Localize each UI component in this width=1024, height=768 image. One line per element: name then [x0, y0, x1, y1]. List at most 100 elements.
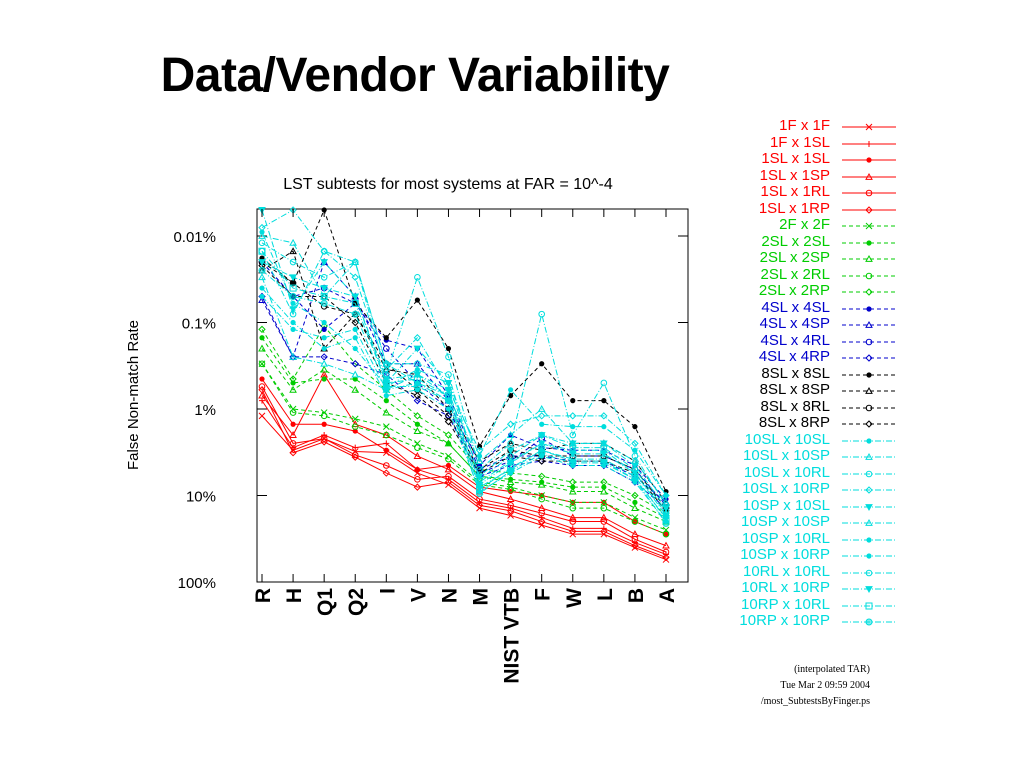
y-tick-label: 0.01%: [173, 229, 216, 246]
legend-item: 2SL x 2SP: [700, 250, 910, 267]
data-point: [384, 398, 389, 403]
legend-label: 10SP x 10SP: [741, 514, 830, 530]
data-point: [259, 335, 264, 340]
data-point: [570, 398, 575, 403]
data-point: [353, 335, 358, 340]
data-point: [477, 491, 483, 497]
legend-swatch: [840, 300, 898, 316]
legend-marker: [866, 537, 871, 542]
legend-label: 2SL x 2SP: [760, 250, 830, 266]
x-tick-label: NIST VTB: [501, 588, 524, 684]
series-layer: [259, 207, 669, 563]
legend-swatch: [840, 267, 898, 283]
data-point: [601, 398, 606, 403]
legend-label: 10SL x 10RP: [742, 481, 830, 497]
legend-item: 8SL x 8SP: [700, 382, 910, 399]
legend-item: 2SL x 2RP: [700, 283, 910, 300]
y-tick-label: 1%: [194, 402, 216, 419]
legend-label: 8SL x 8RL: [761, 399, 831, 415]
series-5: [259, 387, 669, 561]
y-axis-label: False Non-match Rate: [125, 320, 142, 470]
legend-swatch: [840, 498, 898, 514]
legend-swatch: [840, 118, 898, 134]
data-point: [445, 398, 451, 404]
data-point: [415, 274, 421, 280]
legend-swatch: [840, 151, 898, 167]
data-point: [290, 307, 296, 312]
data-point: [290, 301, 295, 306]
legend-swatch: [840, 448, 898, 464]
legend-swatch: [840, 531, 898, 547]
data-point: [322, 422, 327, 427]
legend: 1F x 1F 1F x 1SL 1SL x 1SL 1SL x 1SP 1SL x 1…: [700, 118, 910, 630]
legend-label: 4SL x 4RL: [761, 333, 831, 349]
legend-item: 10SL x 10RP: [700, 481, 910, 498]
x-tick-label: N: [438, 588, 461, 603]
x-tick-label: F: [532, 588, 555, 601]
series-line: [262, 262, 666, 515]
data-point: [539, 451, 545, 457]
data-point: [322, 346, 327, 351]
data-point: [321, 300, 327, 306]
legend-label: 2F x 2F: [779, 217, 830, 233]
data-point: [352, 387, 358, 392]
series-9: [259, 361, 669, 537]
data-point: [415, 297, 420, 302]
data-point: [322, 327, 327, 332]
series-20: [259, 233, 669, 505]
data-point: [414, 428, 420, 433]
data-point: [384, 448, 389, 453]
data-point: [415, 445, 421, 451]
legend-item: 1SL x 1RP: [700, 201, 910, 218]
data-point: [508, 468, 514, 474]
data-point: [508, 421, 514, 427]
legend-label: 4SL x 4SP: [760, 316, 830, 332]
legend-marker: [866, 372, 871, 377]
legend-swatch: [840, 316, 898, 332]
data-point: [259, 294, 264, 299]
data-point: [353, 327, 358, 332]
x-tick-label: I: [376, 588, 399, 594]
legend-label: 10RL x 10RL: [743, 564, 830, 580]
legend-swatch: [840, 168, 898, 184]
legend-swatch: [840, 366, 898, 382]
data-point: [632, 476, 638, 482]
data-point: [508, 387, 513, 392]
legend-swatch: [840, 399, 898, 415]
legend-item: 1F x 1F: [700, 118, 910, 135]
legend-label: 8SL x 8SL: [761, 366, 830, 382]
legend-item: 4SL x 4RL: [700, 333, 910, 350]
legend-marker: [866, 240, 871, 245]
x-tick-label: Q1: [314, 588, 337, 616]
legend-swatch: [840, 580, 898, 596]
legend-marker: [866, 438, 871, 443]
data-point: [414, 384, 420, 390]
legend-item: 1SL x 1SL: [700, 151, 910, 168]
legend-item: 1SL x 1RL: [700, 184, 910, 201]
data-point: [290, 320, 295, 325]
legend-item: 10SL x 10SP: [700, 448, 910, 465]
data-point: [352, 311, 358, 317]
data-point: [570, 460, 576, 466]
chart-title: LST subtests for most systems at FAR = 1…: [283, 176, 613, 193]
data-point: [539, 361, 544, 366]
data-point: [384, 335, 389, 340]
series-24: [259, 274, 669, 515]
data-point: [353, 346, 358, 351]
x-tick-label: V: [407, 588, 430, 602]
legend-label: 10RL x 10RP: [741, 580, 830, 596]
legend-item: 10RL x 10RL: [700, 564, 910, 581]
legend-swatch: [840, 283, 898, 299]
chart: LST subtests for most systems at FAR = 1…: [0, 0, 720, 768]
legend-label: 8SL x 8SP: [760, 382, 830, 398]
footer-line-2: Tue Mar 2 09:59 2004: [700, 678, 870, 694]
data-point: [632, 424, 637, 429]
legend-swatch: [840, 481, 898, 497]
data-point: [415, 422, 420, 427]
legend-label: 1F x 1F: [779, 118, 830, 134]
legend-label: 1SL x 1RL: [761, 184, 831, 200]
series-17: [259, 259, 669, 511]
legend-swatch: [840, 333, 898, 349]
legend-label: 10SL x 10RL: [744, 465, 830, 481]
legend-swatch: [840, 432, 898, 448]
